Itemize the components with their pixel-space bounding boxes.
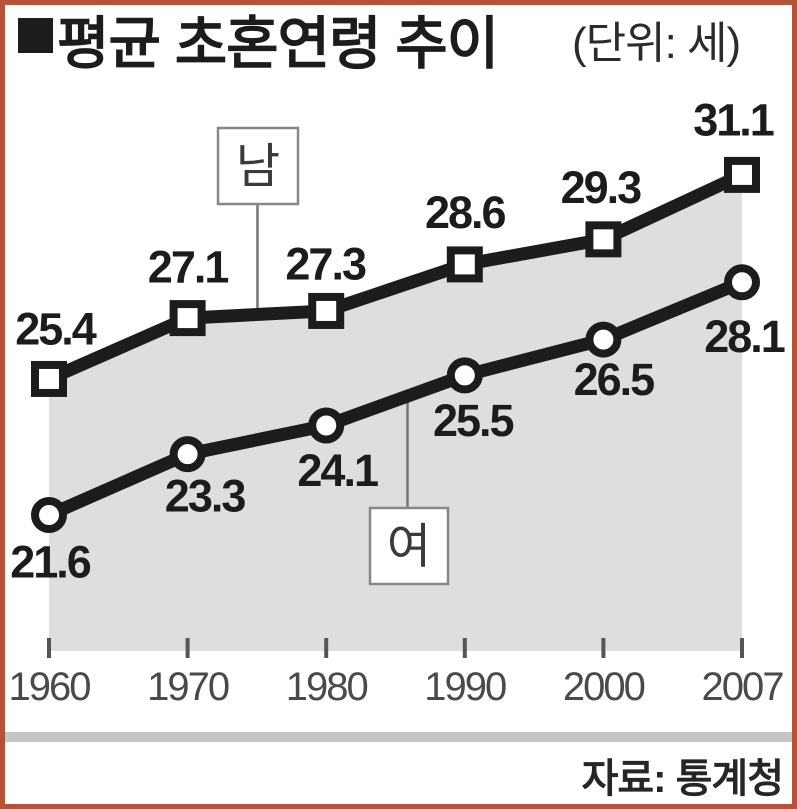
source-label: 자료: 통계청 xyxy=(582,757,783,801)
female-circle-marker xyxy=(169,436,206,473)
female-value-label: 26.5 xyxy=(574,354,655,405)
female-value-label: 25.5 xyxy=(433,395,514,446)
male-square-marker xyxy=(585,221,622,258)
page-title: 평균 초혼연령 추이 xyxy=(57,12,498,76)
female-circle-marker xyxy=(585,321,622,358)
female-value-label: 28.1 xyxy=(704,311,785,362)
chart-layer: 남여 25.4 27.1 27.3 28.6 29.3 31.1 21.6 23.3 24.1 25… xyxy=(9,94,787,709)
male-square-marker xyxy=(31,360,67,397)
male-value-label: 27.1 xyxy=(148,242,229,293)
x-axis-label: 2000 xyxy=(563,665,645,709)
male-square-marker xyxy=(724,156,760,193)
female-series-line xyxy=(46,276,745,521)
female-legend-box xyxy=(368,506,450,586)
female-circle-marker xyxy=(308,407,345,444)
female-circle-marker xyxy=(446,357,483,394)
male-value-label: 29.3 xyxy=(561,162,642,213)
male-square-marker xyxy=(308,292,345,329)
male-square-marker xyxy=(169,300,206,337)
x-axis-label: 1970 xyxy=(147,665,229,709)
female-legend-label: 여 xyxy=(387,521,431,574)
male-legend-box xyxy=(216,126,300,206)
male-value-label: 25.4 xyxy=(15,303,97,354)
male-value-label: 31.1 xyxy=(693,94,774,145)
title-unit-label: (단위: 세) xyxy=(572,19,740,68)
area-fill-under-male-line xyxy=(49,174,742,651)
female-circle-marker xyxy=(31,497,67,533)
male-value-label: 28.6 xyxy=(425,187,506,238)
female-value-label: 23.3 xyxy=(165,471,246,522)
x-axis-label: 1960 xyxy=(9,665,91,709)
x-axis-label: 1980 xyxy=(286,665,368,709)
female-value-label: 24.1 xyxy=(297,445,378,496)
male-legend-label: 남 xyxy=(236,141,280,194)
axis-separator-bar xyxy=(5,732,792,742)
title-bullet-icon xyxy=(18,18,53,53)
female-circle-marker xyxy=(724,264,760,301)
male-series-line xyxy=(46,169,745,385)
female-value-label: 21.6 xyxy=(10,537,91,588)
male-square-marker xyxy=(446,246,483,283)
male-value-label: 27.3 xyxy=(285,238,366,289)
x-axis-label: 2007 xyxy=(702,665,784,709)
x-axis-label: 1990 xyxy=(424,665,506,709)
chart-canvas: 평균 초혼연령 추이 (단위: 세) 남여 25.4 27.1 27.3 28.6 29.… xyxy=(5,12,792,801)
